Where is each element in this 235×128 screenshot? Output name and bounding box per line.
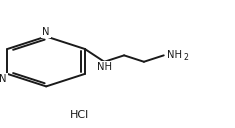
Text: NH: NH <box>97 62 112 72</box>
Text: N: N <box>42 27 50 37</box>
Text: N: N <box>0 74 7 84</box>
Text: 2: 2 <box>183 53 188 62</box>
Text: HCl: HCl <box>70 110 89 120</box>
Text: NH: NH <box>167 50 182 60</box>
